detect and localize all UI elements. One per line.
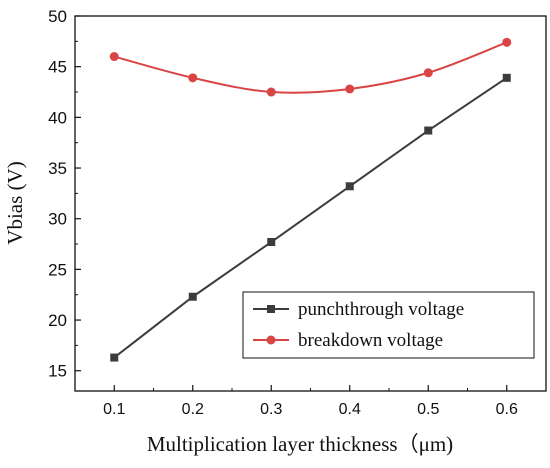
data-point-punchthrough bbox=[110, 353, 119, 362]
x-axis: 0.1 0.2 0.3 0.4 0.5 0.6 bbox=[74, 385, 547, 418]
y-tick-label: 50 bbox=[48, 7, 67, 26]
data-point-punchthrough bbox=[267, 238, 276, 247]
data-point-punchthrough bbox=[502, 73, 511, 82]
x-tick-label: 0.6 bbox=[496, 401, 518, 418]
data-point-breakdown bbox=[266, 87, 276, 97]
series-line-punchthrough bbox=[113, 76, 508, 359]
data-point-breakdown bbox=[502, 37, 512, 47]
x-tick-label: 0.5 bbox=[417, 401, 439, 418]
x-tick-label: 0.4 bbox=[339, 401, 361, 418]
legend-label-punchthrough: punchthrough voltage bbox=[298, 299, 464, 320]
data-point-breakdown bbox=[188, 73, 198, 83]
data-point-breakdown bbox=[423, 68, 433, 78]
data-point-breakdown bbox=[345, 84, 355, 94]
y-tick-label: 20 bbox=[48, 311, 67, 330]
series-punchthrough bbox=[110, 73, 511, 362]
y-axis: 15 20 25 30 35 40 45 50 bbox=[48, 7, 81, 381]
y-tick-label: 45 bbox=[48, 58, 67, 77]
x-tick-label: 0.2 bbox=[182, 401, 204, 418]
y-tick-label: 25 bbox=[48, 260, 67, 279]
series-layer bbox=[109, 37, 512, 362]
y-tick-label: 35 bbox=[48, 159, 67, 178]
series-breakdown bbox=[109, 37, 512, 97]
legend-box bbox=[242, 291, 535, 359]
data-point-punchthrough bbox=[345, 182, 354, 191]
x-axis-title: Multiplication layer thickness（μm) bbox=[147, 432, 453, 456]
y-tick-label: 40 bbox=[48, 108, 67, 127]
y-tick-label: 30 bbox=[48, 210, 67, 229]
data-point-punchthrough bbox=[188, 292, 197, 301]
data-point-breakdown bbox=[109, 52, 119, 62]
legend: punchthrough voltage breakdown voltage bbox=[242, 291, 535, 359]
legend-marker-breakdown bbox=[266, 335, 276, 345]
x-tick-label: 0.1 bbox=[103, 401, 125, 418]
y-axis-title: Vbias (V) bbox=[3, 161, 27, 244]
series-line-breakdown bbox=[113, 41, 508, 94]
data-point-punchthrough bbox=[424, 126, 433, 135]
x-tick-label: 0.3 bbox=[260, 401, 282, 418]
legend-marker-punchthrough bbox=[267, 305, 275, 313]
y-tick-label: 15 bbox=[48, 362, 67, 381]
legend-label-breakdown: breakdown voltage bbox=[298, 330, 443, 351]
